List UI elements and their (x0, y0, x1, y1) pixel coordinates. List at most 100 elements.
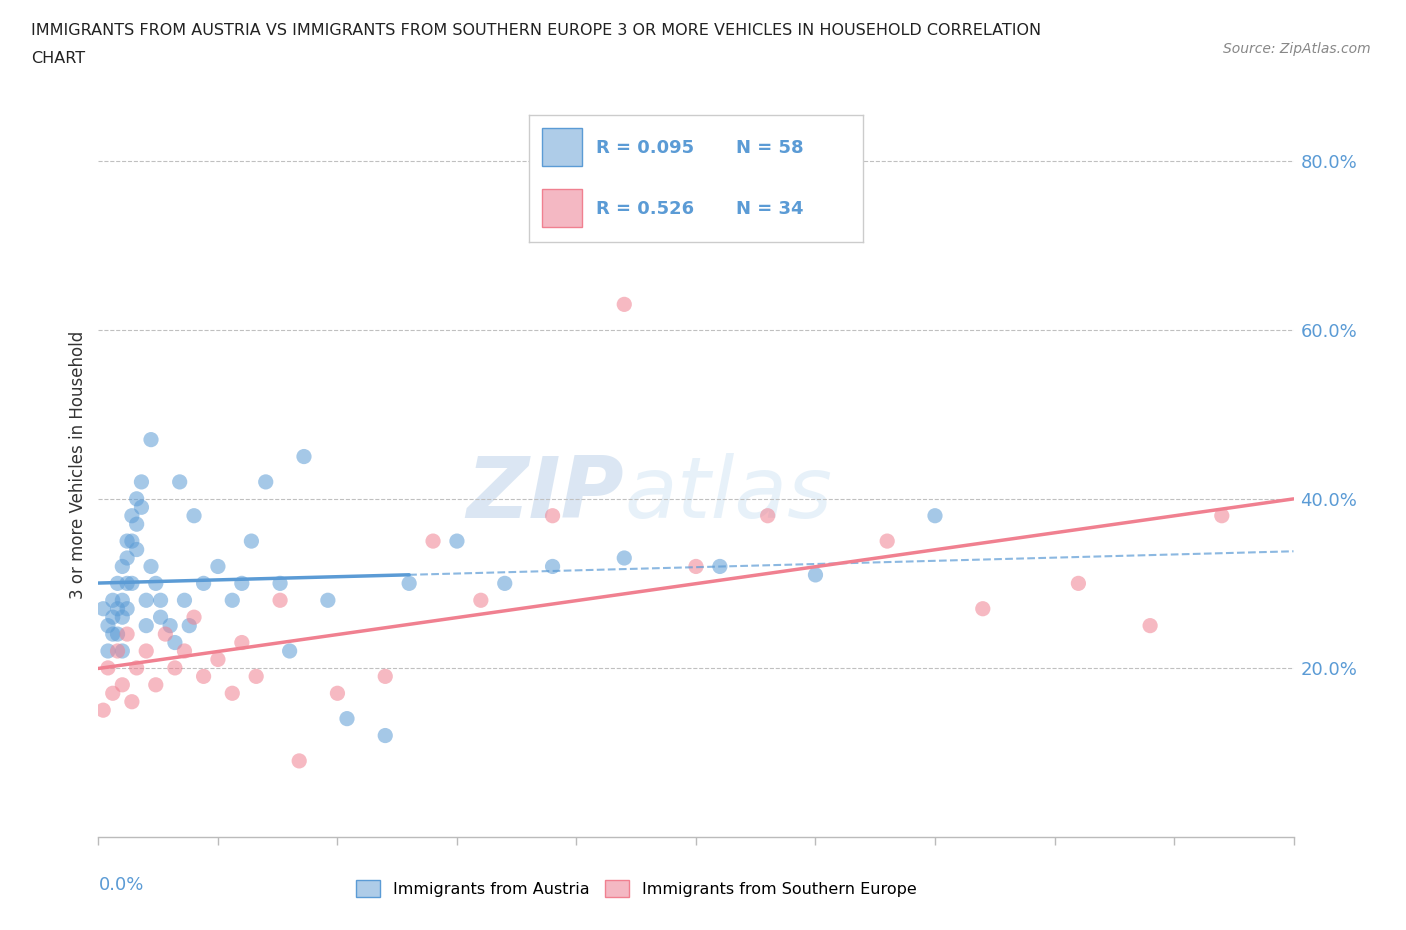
Point (398, 576, 420, 591)
Point (121, 509, 143, 524)
Point (115, 576, 138, 591)
Point (613, 551, 636, 565)
Point (111, 559, 134, 574)
Point (91, 602, 114, 617)
Point (231, 635, 253, 650)
Point (131, 499, 153, 514)
Point (97, 660, 120, 675)
Point (125, 491, 148, 506)
Text: IMMIGRANTS FROM AUSTRIA VS IMMIGRANTS FROM SOUTHERN EUROPE 3 OR MORE VEHICLES IN: IMMIGRANTS FROM AUSTRIA VS IMMIGRANTS FR… (31, 23, 1040, 38)
Point (685, 559, 707, 574)
Point (207, 652, 229, 667)
Point (111, 610, 134, 625)
Point (179, 618, 201, 633)
Point (135, 618, 157, 633)
Point (115, 551, 138, 565)
Point (111, 644, 134, 658)
Point (183, 610, 205, 625)
Point (374, 728, 396, 743)
Point (111, 592, 134, 607)
Point (149, 610, 172, 625)
Point (125, 542, 148, 557)
Point (131, 474, 153, 489)
Point (101, 610, 124, 625)
Point (269, 576, 291, 591)
Point (115, 627, 138, 642)
Point (221, 685, 243, 700)
Point (107, 627, 129, 642)
Point (207, 559, 229, 574)
Point (336, 711, 359, 726)
Point (326, 685, 349, 700)
Point (139, 432, 162, 447)
Point (278, 644, 301, 658)
Text: CHART: CHART (31, 51, 84, 66)
Point (101, 627, 124, 642)
Y-axis label: 3 or more Vehicles in Household: 3 or more Vehicles in Household (69, 331, 87, 599)
Point (121, 534, 143, 549)
Point (173, 592, 195, 607)
Point (422, 534, 444, 549)
Point (245, 669, 267, 684)
Point (876, 534, 898, 549)
Point (446, 534, 468, 549)
Point (121, 695, 143, 710)
Point (494, 576, 516, 591)
Point (804, 567, 827, 582)
Point (101, 685, 124, 700)
Point (149, 592, 172, 607)
Point (169, 474, 191, 489)
Point (139, 559, 162, 574)
Point (125, 517, 148, 532)
Point (470, 592, 492, 607)
Point (107, 576, 129, 591)
Point (1211, 509, 1233, 524)
Point (288, 753, 311, 768)
Point (145, 576, 167, 591)
Point (159, 618, 181, 633)
Point (97, 618, 120, 633)
Point (91, 703, 114, 718)
Point (145, 677, 167, 692)
Point (269, 592, 291, 607)
Point (115, 602, 138, 617)
Point (115, 534, 138, 549)
Text: ZIP: ZIP (467, 453, 624, 537)
Point (121, 576, 143, 591)
Legend: Immigrants from Austria, Immigrants from Southern Europe: Immigrants from Austria, Immigrants from… (350, 874, 922, 903)
Point (221, 592, 243, 607)
Point (135, 644, 157, 658)
Point (1067, 576, 1090, 591)
Point (135, 592, 157, 607)
Point (173, 644, 195, 658)
Point (183, 509, 205, 524)
Point (107, 602, 129, 617)
Point (101, 592, 124, 607)
Point (756, 509, 779, 524)
Text: Source: ZipAtlas.com: Source: ZipAtlas.com (1223, 42, 1371, 56)
Point (972, 602, 994, 617)
Point (1139, 618, 1161, 633)
Point (316, 592, 339, 607)
Point (231, 576, 253, 591)
Point (924, 509, 946, 524)
Point (163, 635, 186, 650)
Point (254, 474, 277, 489)
Point (107, 644, 129, 658)
Point (163, 660, 186, 675)
Point (541, 509, 564, 524)
Text: 0.0%: 0.0% (98, 876, 143, 894)
Point (541, 559, 564, 574)
Point (111, 677, 134, 692)
Point (374, 669, 396, 684)
Point (613, 297, 636, 312)
Point (709, 559, 731, 574)
Point (155, 627, 177, 642)
Point (193, 576, 215, 591)
Point (193, 669, 215, 684)
Point (240, 534, 263, 549)
Text: atlas: atlas (624, 453, 832, 537)
Point (292, 449, 315, 464)
Point (97, 644, 120, 658)
Point (125, 660, 148, 675)
